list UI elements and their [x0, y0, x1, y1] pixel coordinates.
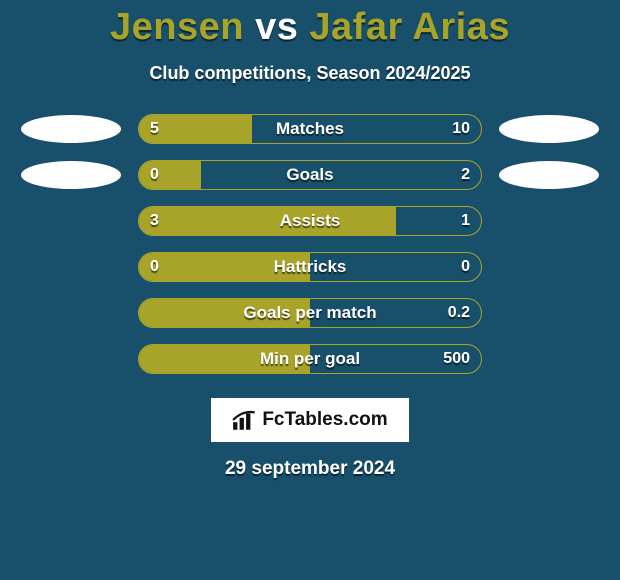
stat-bar: 500Min per goal [138, 344, 482, 374]
stat-row: 510Matches [0, 106, 620, 152]
stat-bar-fill [139, 115, 252, 143]
chart-icon [232, 409, 258, 431]
player1-badge [16, 341, 126, 377]
player1-badge-shape [21, 161, 121, 189]
brand-prefix: Fc [262, 409, 284, 430]
stat-row: 31Assists [0, 198, 620, 244]
player2-badge [494, 157, 604, 193]
stat-right-value: 0 [450, 253, 481, 281]
stat-bar-fill [139, 299, 310, 327]
player1-badge-shape [21, 115, 121, 143]
stat-bar-fill [139, 161, 201, 189]
stat-row: 500Min per goal [0, 336, 620, 382]
player1-badge [16, 111, 126, 147]
stat-rows: 510Matches 02Goals 31Assists 00Hattricks 0.2… [0, 106, 620, 382]
player2-name: Jafar Arias [309, 6, 510, 48]
stat-right-value: 0.2 [437, 299, 481, 327]
stat-row: 0.2Goals per match [0, 290, 620, 336]
stat-bar: 02Goals [138, 160, 482, 190]
stat-row: 00Hattricks [0, 244, 620, 290]
player2-badge [494, 203, 604, 239]
player2-badge [494, 295, 604, 331]
vs-text: vs [255, 6, 298, 48]
player2-badge [494, 249, 604, 285]
brand-logo: FcTables.com [211, 398, 409, 442]
player1-badge [16, 295, 126, 331]
brand-suffix: Tables.com [285, 409, 388, 430]
player1-badge [16, 157, 126, 193]
stat-bar-fill [139, 207, 396, 235]
player1-badge [16, 203, 126, 239]
player2-badge-shape [499, 161, 599, 189]
stat-bar-fill [139, 253, 310, 281]
stat-right-value: 10 [441, 115, 481, 143]
subtitle: Club competitions, Season 2024/2025 [0, 63, 620, 84]
comparison-infographic: Jensen vs Jafar Arias Club competitions,… [0, 0, 620, 480]
title: Jensen vs Jafar Arias [0, 6, 620, 49]
stat-right-value: 500 [432, 345, 481, 373]
player2-badge [494, 111, 604, 147]
player1-badge [16, 249, 126, 285]
stat-bar: 0.2Goals per match [138, 298, 482, 328]
date-text: 29 september 2024 [0, 458, 620, 480]
stat-right-value: 2 [450, 161, 481, 189]
player2-badge [494, 341, 604, 377]
brand-text: FcTables.com [262, 409, 387, 431]
stat-bar: 00Hattricks [138, 252, 482, 282]
player2-badge-shape [499, 115, 599, 143]
stat-right-value: 1 [450, 207, 481, 235]
stat-bar: 510Matches [138, 114, 482, 144]
player1-name: Jensen [110, 6, 244, 48]
stat-bar: 31Assists [138, 206, 482, 236]
stat-row: 02Goals [0, 152, 620, 198]
stat-bar-fill [139, 345, 310, 373]
